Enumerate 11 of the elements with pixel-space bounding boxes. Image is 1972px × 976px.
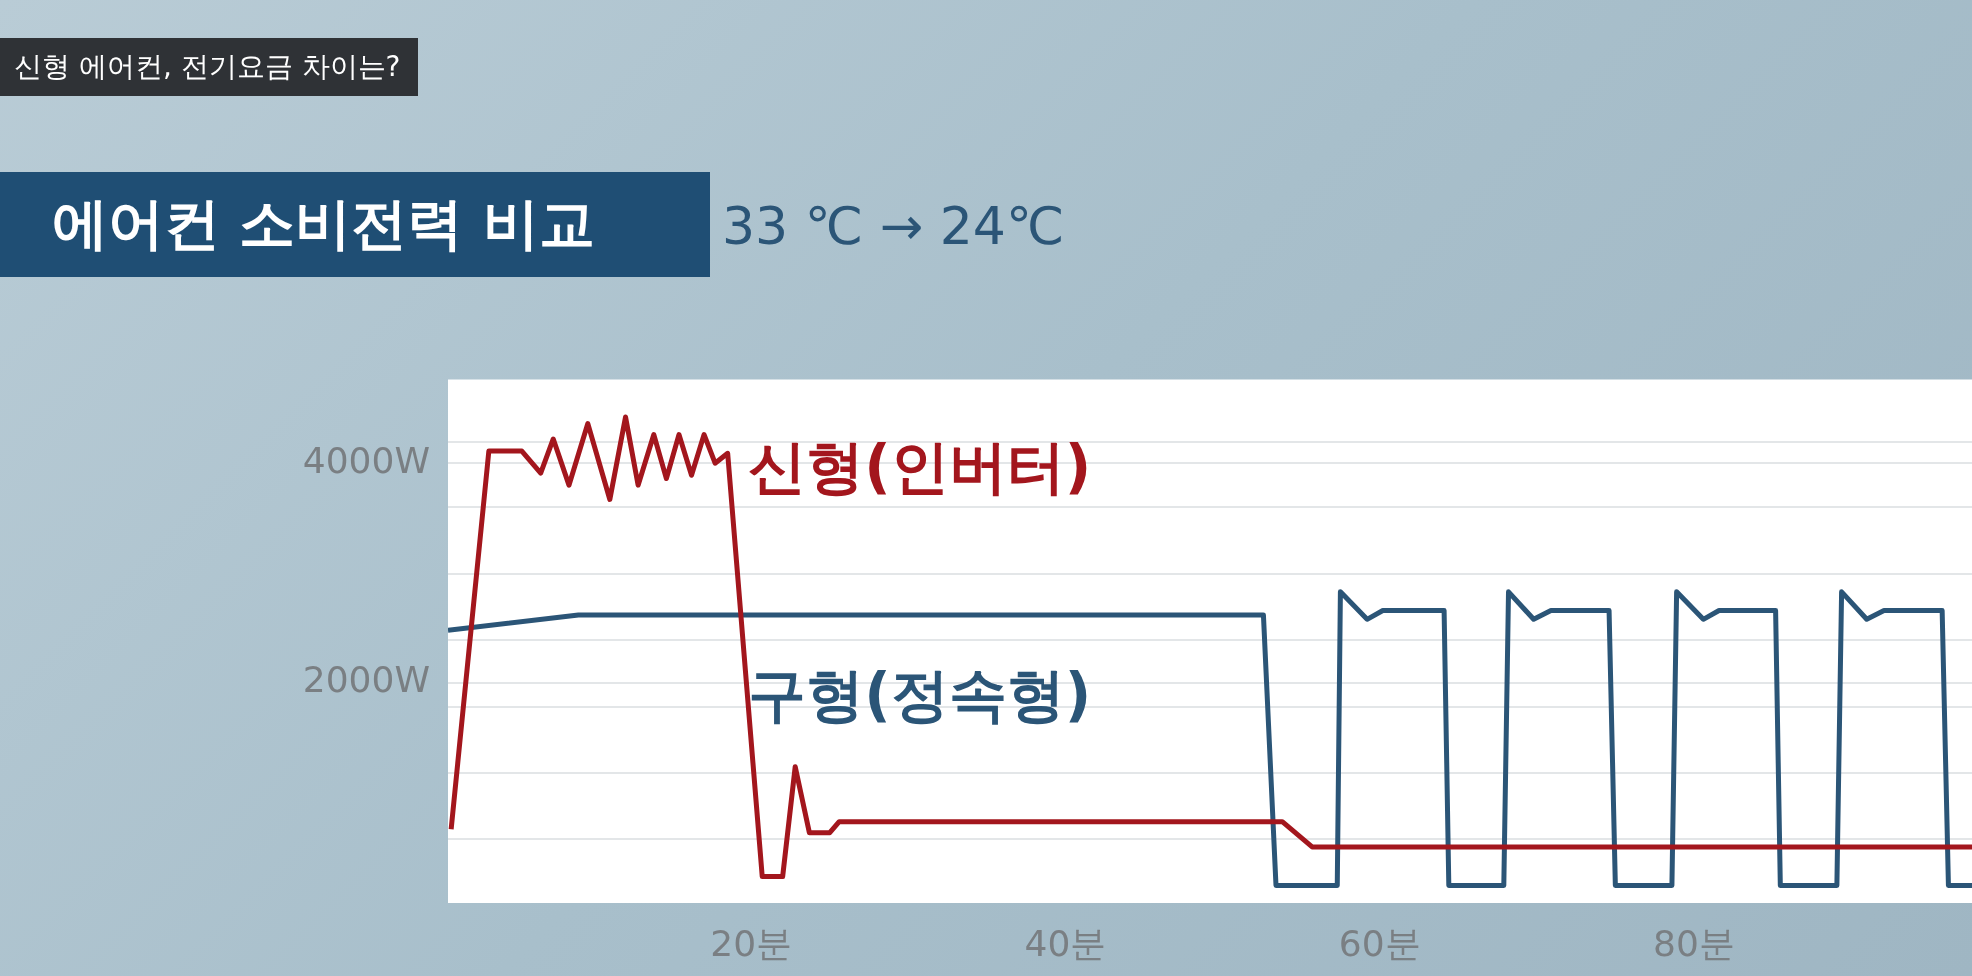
- y-tick-label: 2000W: [302, 659, 430, 701]
- series-label: 구형(정속형): [748, 661, 1092, 730]
- text: 신형 에어컨, 전기요금 차이는?: [0, 38, 419, 96]
- x-tick-label: 60분: [1338, 922, 1421, 964]
- x-tick-label: 20분: [710, 922, 793, 964]
- x-tick-label: 80분: [1653, 922, 1735, 964]
- chart-subtitle: 33 ℃ → 24℃: [722, 196, 1065, 256]
- series-label: 신형(인버터): [748, 433, 1092, 502]
- y-tick-label: 4000W: [302, 439, 430, 481]
- chart-title: 에어컨 소비전력 비교: [0, 172, 710, 277]
- x-tick-label: 40분: [1024, 922, 1107, 964]
